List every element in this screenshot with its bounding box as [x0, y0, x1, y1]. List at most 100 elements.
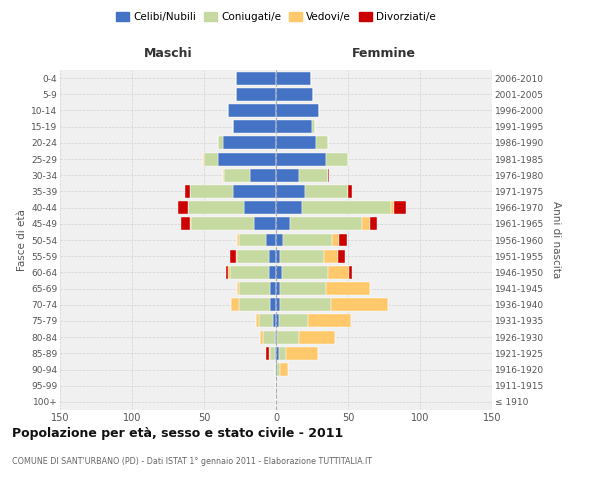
- Text: COMUNE DI SANT'URBANO (PD) - Dati ISTAT 1° gennaio 2011 - Elaborazione TUTTITALI: COMUNE DI SANT'URBANO (PD) - Dati ISTAT …: [12, 458, 372, 466]
- Y-axis label: Anni di nascita: Anni di nascita: [551, 202, 560, 278]
- Bar: [259, 314, 273, 328]
- Bar: [178, 201, 188, 214]
- Legend: Celibi/Nubili, Coniugati/e, Vedovi/e, Divorziati/e: Celibi/Nubili, Coniugati/e, Vedovi/e, Di…: [112, 8, 440, 26]
- Bar: [299, 330, 335, 344]
- Bar: [218, 136, 223, 149]
- Bar: [237, 282, 239, 295]
- Bar: [276, 201, 302, 214]
- Bar: [276, 379, 277, 392]
- Bar: [290, 218, 362, 230]
- Bar: [226, 266, 229, 279]
- Bar: [276, 234, 283, 246]
- Bar: [233, 185, 276, 198]
- Bar: [349, 266, 352, 279]
- Bar: [299, 169, 328, 181]
- Text: Maschi: Maschi: [143, 48, 193, 60]
- Bar: [279, 347, 286, 360]
- Bar: [269, 250, 276, 262]
- Bar: [232, 298, 239, 311]
- Bar: [203, 152, 204, 166]
- Bar: [229, 266, 230, 279]
- Bar: [340, 234, 347, 246]
- Bar: [302, 201, 391, 214]
- Bar: [270, 282, 276, 295]
- Bar: [188, 201, 244, 214]
- Bar: [326, 282, 370, 295]
- Bar: [316, 136, 328, 149]
- Bar: [323, 250, 338, 262]
- Bar: [276, 298, 280, 311]
- Text: Femmine: Femmine: [352, 48, 416, 60]
- Bar: [276, 136, 316, 149]
- Bar: [263, 330, 275, 344]
- Bar: [276, 314, 279, 328]
- Bar: [391, 201, 394, 214]
- Bar: [276, 169, 299, 181]
- Bar: [276, 88, 313, 101]
- Bar: [230, 266, 269, 279]
- Bar: [224, 169, 250, 181]
- Bar: [286, 347, 318, 360]
- Text: Popolazione per età, sesso e stato civile - 2011: Popolazione per età, sesso e stato civil…: [12, 428, 343, 440]
- Bar: [326, 152, 348, 166]
- Bar: [239, 234, 266, 246]
- Bar: [191, 218, 254, 230]
- Bar: [218, 152, 276, 166]
- Bar: [308, 314, 351, 328]
- Bar: [256, 314, 259, 328]
- Bar: [370, 218, 377, 230]
- Bar: [236, 72, 276, 85]
- Bar: [185, 185, 190, 198]
- Bar: [276, 185, 305, 198]
- Bar: [305, 185, 348, 198]
- Bar: [312, 120, 315, 133]
- Bar: [236, 88, 276, 101]
- Bar: [233, 120, 276, 133]
- Bar: [331, 298, 388, 311]
- Bar: [276, 250, 280, 262]
- Bar: [276, 347, 279, 360]
- Bar: [280, 250, 323, 262]
- Y-axis label: Fasce di età: Fasce di età: [17, 209, 27, 271]
- Bar: [332, 234, 340, 246]
- Bar: [273, 314, 276, 328]
- Bar: [280, 282, 326, 295]
- Bar: [276, 104, 319, 117]
- Bar: [277, 363, 280, 376]
- Bar: [266, 234, 276, 246]
- Bar: [283, 234, 332, 246]
- Bar: [269, 347, 270, 360]
- Bar: [275, 363, 276, 376]
- Bar: [244, 201, 276, 214]
- Bar: [229, 104, 276, 117]
- Bar: [269, 266, 276, 279]
- Bar: [276, 282, 280, 295]
- Bar: [260, 330, 263, 344]
- Bar: [250, 169, 276, 181]
- Bar: [328, 266, 349, 279]
- Bar: [277, 330, 299, 344]
- Bar: [394, 201, 406, 214]
- Bar: [276, 72, 311, 85]
- Bar: [279, 314, 308, 328]
- Bar: [328, 169, 329, 181]
- Bar: [275, 330, 276, 344]
- Bar: [280, 298, 331, 311]
- Bar: [236, 250, 237, 262]
- Bar: [276, 266, 282, 279]
- Bar: [282, 266, 328, 279]
- Bar: [190, 185, 233, 198]
- Bar: [239, 282, 270, 295]
- Bar: [237, 234, 239, 246]
- Bar: [338, 250, 345, 262]
- Bar: [276, 152, 326, 166]
- Bar: [230, 250, 236, 262]
- Bar: [280, 363, 287, 376]
- Bar: [348, 185, 352, 198]
- Bar: [270, 298, 276, 311]
- Bar: [223, 169, 224, 181]
- Bar: [276, 330, 277, 344]
- Bar: [276, 218, 290, 230]
- Bar: [223, 136, 276, 149]
- Bar: [266, 347, 269, 360]
